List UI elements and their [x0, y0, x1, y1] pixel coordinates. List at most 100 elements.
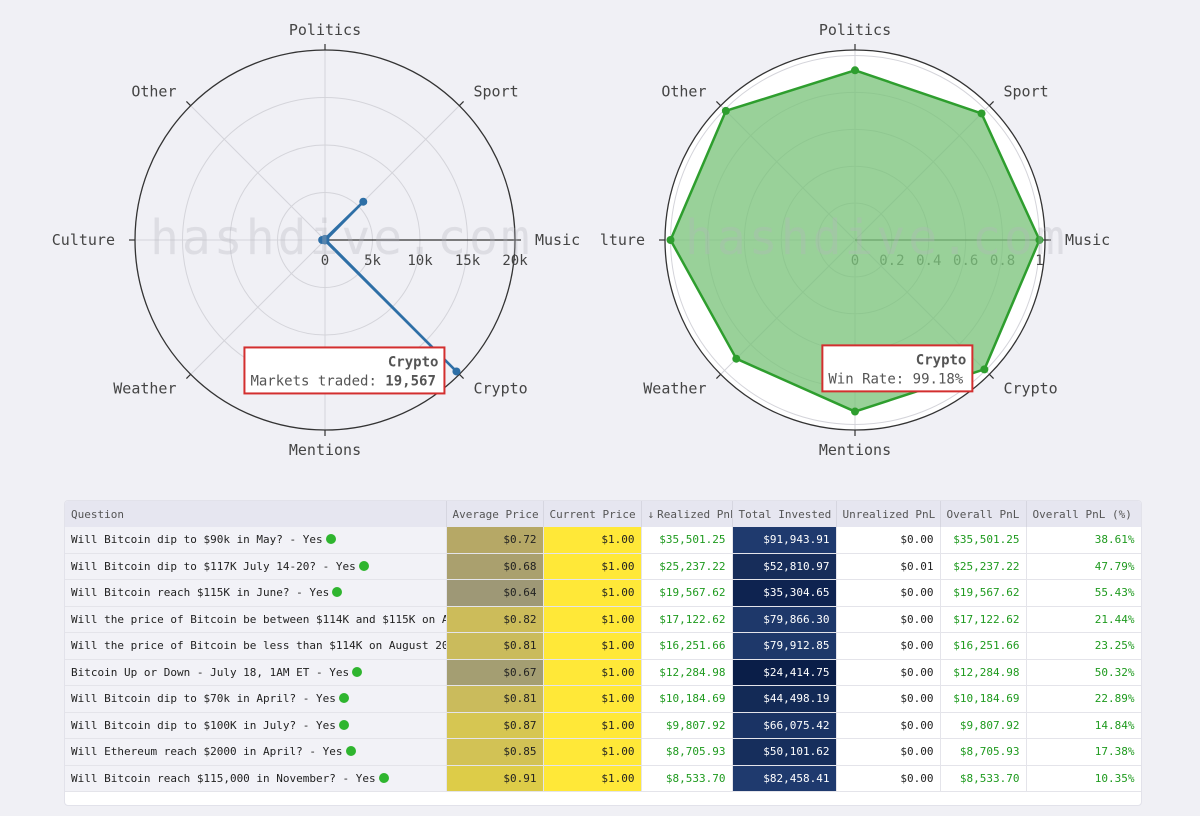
realized-pnl-cell-text: $17,122.62	[659, 612, 726, 626]
category-label-sport: Sport	[1003, 83, 1048, 101]
header-question[interactable]: Question	[65, 501, 447, 527]
question-cell-text: Will Bitcoin dip to $117K July 14-20? - …	[71, 559, 356, 573]
question-cell: Will Bitcoin reach $115,000 in November?…	[65, 765, 447, 792]
total-invested-cell-text: $79,866.30	[763, 612, 830, 626]
average-price-cell-text: $0.82	[503, 612, 537, 626]
unrealized-pnl-cell: $0.00	[836, 632, 941, 660]
question-cell: Will the price of Bitcoin be between $11…	[65, 606, 447, 633]
current-price-cell-text: $1.00	[601, 559, 635, 573]
header-unrealized-pnl[interactable]: Unrealized PnL	[836, 501, 941, 527]
series-polygon	[320, 200, 458, 373]
current-price-cell-text: $1.00	[601, 533, 635, 547]
question-cell-text: Will the price of Bitcoin be between $11…	[71, 612, 445, 626]
overall-pnl-pct-cell: 21.44%	[1026, 606, 1141, 633]
table-row[interactable]: Will the price of Bitcoin be between $11…	[65, 606, 1141, 633]
table-header-row: Question Average Price Current Price ↓ Re…	[65, 501, 1141, 527]
current-price-cell-text: $1.00	[601, 612, 635, 626]
overall-pnl-pct-cell-text: 23.25%	[1094, 639, 1135, 653]
table-row[interactable]: Will the price of Bitcoin be less than $…	[65, 632, 1141, 660]
question-cell: Will Bitcoin dip to $117K July 14-20? - …	[65, 553, 447, 580]
category-label-music: Music	[535, 231, 580, 249]
tooltip-label: Markets traded:	[250, 373, 385, 389]
unrealized-pnl-cell-text: $0.00	[900, 612, 934, 626]
resolved-status-icon	[338, 693, 349, 704]
question-cell: Bitcoin Up or Down - July 18, 1AM ET - Y…	[65, 659, 447, 686]
tooltip-value: 99.18%	[913, 371, 964, 387]
overall-pnl-pct-cell: 22.89%	[1026, 685, 1141, 713]
realized-pnl-cell: $19,567.62	[641, 579, 733, 607]
average-price-cell-text: $0.85	[503, 745, 537, 759]
total-invested-cell-text: $91,943.91	[763, 533, 830, 547]
average-price-cell: $0.85	[446, 738, 544, 766]
total-invested-cell: $52,810.97	[732, 553, 837, 580]
overall-pnl-pct-cell: 50.32%	[1026, 659, 1141, 686]
realized-pnl-cell-text: $35,501.25	[659, 533, 726, 547]
question-cell: Will the price of Bitcoin be less than $…	[65, 632, 447, 660]
current-price-cell: $1.00	[543, 685, 642, 713]
table-row[interactable]: Will Bitcoin dip to $117K July 14-20? - …	[65, 553, 1141, 580]
realized-pnl-cell-text: $16,251.66	[659, 639, 726, 653]
current-price-cell-text: $1.00	[601, 692, 635, 706]
realized-pnl-cell: $17,122.62	[641, 606, 733, 633]
header-average-price[interactable]: Average Price	[446, 501, 544, 527]
question-cell: Will Ethereum reach $2000 in April? - Ye…	[65, 738, 447, 766]
resolved-status-icon	[332, 587, 343, 598]
positions-table: Question Average Price Current Price ↓ Re…	[64, 500, 1142, 806]
table-row[interactable]: Will Bitcoin dip to $70k in April? - Yes…	[65, 685, 1141, 713]
average-price-cell-text: $0.87	[503, 718, 537, 732]
table-row[interactable]: Will Bitcoin reach $115K in June? - Yes $…	[65, 579, 1141, 607]
unrealized-pnl-cell-text: $0.00	[900, 718, 934, 732]
overall-pnl-cell-text: $8,533.70	[959, 771, 1020, 785]
data-point-culture	[666, 236, 675, 244]
average-price-cell: $0.87	[446, 712, 544, 739]
overall-pnl-cell: $8,705.93	[940, 738, 1027, 766]
category-tick	[715, 100, 722, 107]
realized-pnl-cell-text: $25,237.22	[659, 559, 726, 573]
overall-pnl-pct-cell: 38.61%	[1026, 527, 1141, 554]
unrealized-pnl-cell-text: $0.00	[900, 586, 934, 600]
table-row[interactable]: Will Ethereum reach $2000 in April? - Ye…	[65, 738, 1141, 766]
data-point-sport	[359, 197, 368, 206]
header-total-invested[interactable]: Total Invested	[732, 501, 837, 527]
radial-tick-label: 0	[321, 253, 329, 269]
header-overall-pnl-pct[interactable]: Overall PnL (%)	[1026, 501, 1141, 527]
header-overall-pnl[interactable]: Overall PnL	[940, 501, 1027, 527]
table-row[interactable]: Bitcoin Up or Down - July 18, 1AM ET - Y…	[65, 659, 1141, 686]
realized-pnl-cell-text: $10,184.69	[659, 692, 726, 706]
table-row[interactable]: Will Bitcoin dip to $100K in July? - Yes…	[65, 712, 1141, 739]
unrealized-pnl-cell-text: $0.00	[900, 665, 934, 679]
header-realized-pnl[interactable]: ↓ Realized PnL	[641, 501, 733, 527]
resolved-status-icon	[378, 772, 389, 783]
overall-pnl-pct-cell: 17.38%	[1026, 738, 1141, 766]
unrealized-pnl-cell-text: $0.00	[900, 771, 934, 785]
unrealized-pnl-cell: $0.00	[836, 738, 941, 766]
average-price-cell-text: $0.72	[503, 533, 537, 547]
question-cell: Will Bitcoin dip to $70k in April? - Yes	[65, 685, 447, 713]
unrealized-pnl-cell-text: $0.00	[900, 533, 934, 547]
category-tick	[458, 100, 465, 107]
overall-pnl-pct-cell-text: 10.35%	[1094, 771, 1135, 785]
realized-pnl-cell: $12,284.98	[641, 659, 733, 686]
data-point-music	[1035, 236, 1044, 244]
grid-spoke	[190, 105, 326, 241]
overall-pnl-pct-cell-text: 14.84%	[1094, 718, 1135, 732]
radial-tick-label: 1	[1035, 253, 1043, 269]
realized-pnl-cell: $25,237.22	[641, 553, 733, 580]
current-price-cell: $1.00	[543, 527, 642, 554]
data-point-other	[320, 235, 329, 244]
average-price-cell-text: $0.91	[503, 771, 537, 785]
table-row[interactable]: Will Bitcoin dip to $90k in May? - Yes $0…	[65, 527, 1141, 554]
current-price-cell: $1.00	[543, 712, 642, 739]
table-row[interactable]: Will Bitcoin reach $115,000 in November?…	[65, 765, 1141, 792]
question-cell-text: Will Bitcoin dip to $100K in July? - Yes	[71, 718, 336, 732]
header-current-price[interactable]: Current Price	[543, 501, 642, 527]
category-tick	[458, 373, 465, 380]
radial-tick-label: 15k	[455, 253, 481, 269]
average-price-cell: $0.72	[446, 527, 544, 554]
realized-pnl-cell: $16,251.66	[641, 632, 733, 660]
overall-pnl-cell-text: $8,705.93	[959, 745, 1020, 759]
overall-pnl-cell-text: $25,237.22	[953, 559, 1020, 573]
question-cell-text: Will Bitcoin dip to $90k in May? - Yes	[71, 533, 323, 547]
tooltip-box	[821, 344, 974, 393]
